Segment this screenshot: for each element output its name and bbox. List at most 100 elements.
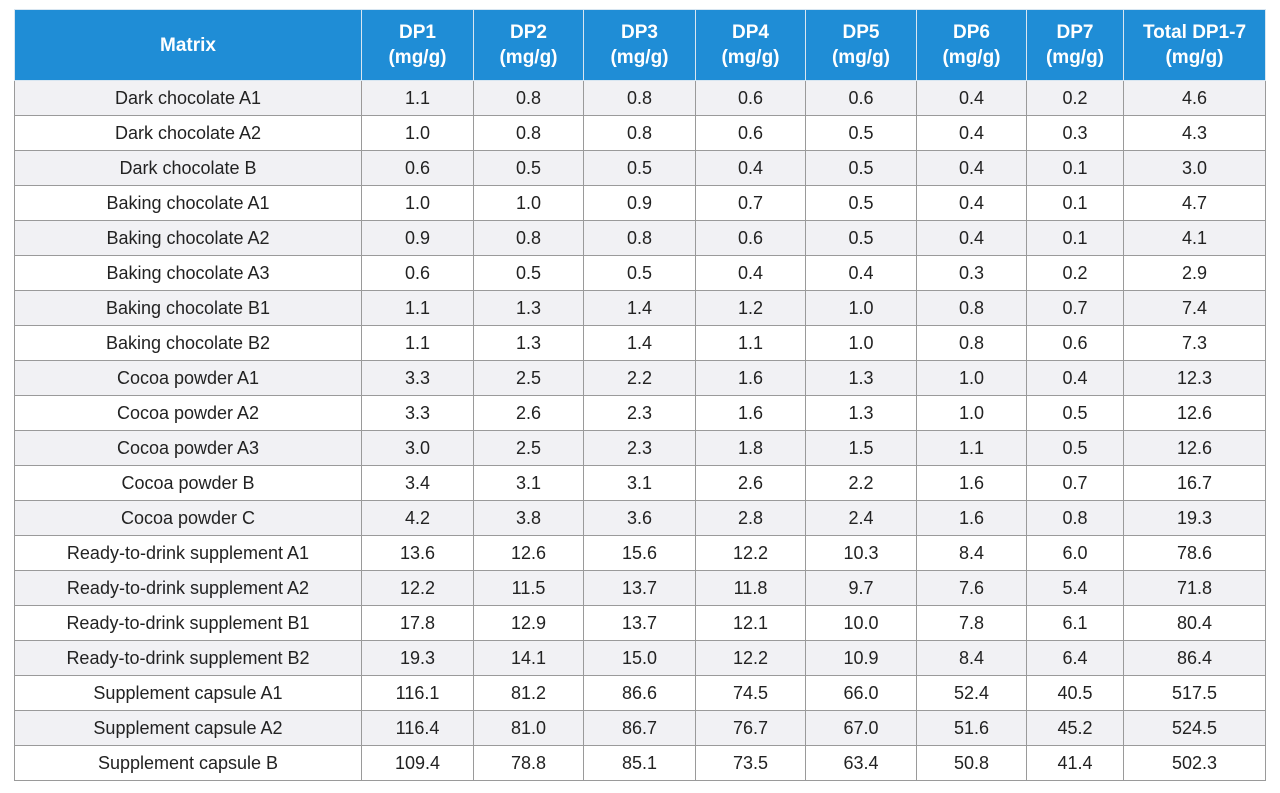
value-cell: 13.7 <box>583 570 696 606</box>
value-cell: 1.3 <box>473 290 584 326</box>
value-cell: 1.5 <box>805 430 917 466</box>
column-header-dp7: DP7 (mg/g) <box>1026 9 1124 81</box>
value-cell: 3.4 <box>361 465 474 501</box>
value-cell: 11.8 <box>695 570 806 606</box>
value-cell: 12.2 <box>695 535 806 571</box>
matrix-cell: Baking chocolate B2 <box>14 325 362 361</box>
value-cell: 73.5 <box>695 745 806 781</box>
table-row: Cocoa powder A3 3.0 2.5 2.3 1.8 1.5 1.1 0.5 12.6 <box>14 430 1266 466</box>
value-cell: 0.6 <box>695 220 806 256</box>
table-row: Baking chocolate A3 0.6 0.5 0.5 0.4 0.4 0.3 0.2… <box>14 255 1266 291</box>
matrix-cell: Supplement capsule A2 <box>14 710 362 746</box>
value-cell: 1.6 <box>695 360 806 396</box>
value-cell: 76.7 <box>695 710 806 746</box>
header-row: Matrix DP1 (mg/g) DP2 (mg/g) DP3 (mg/g) DP4 (mg/… <box>14 9 1266 81</box>
value-cell: 5.4 <box>1026 570 1124 606</box>
table-row: Ready-to-drink supplement A2 12.2 11.5 13.7… <box>14 570 1266 606</box>
value-cell: 2.6 <box>695 465 806 501</box>
value-cell: 0.5 <box>805 150 917 186</box>
table-row: Baking chocolate B1 1.1 1.3 1.4 1.2 1.0 0.8 0.7… <box>14 290 1266 326</box>
table-row: Ready-to-drink supplement B2 19.3 14.1 15.0… <box>14 640 1266 676</box>
value-cell: 0.5 <box>805 115 917 151</box>
value-cell: 6.0 <box>1026 535 1124 571</box>
value-cell: 1.8 <box>695 430 806 466</box>
value-cell: 0.5 <box>583 150 696 186</box>
value-cell: 4.7 <box>1123 185 1266 221</box>
value-cell: 0.5 <box>805 220 917 256</box>
value-cell: 12.6 <box>473 535 584 571</box>
value-cell: 10.9 <box>805 640 917 676</box>
value-cell: 2.4 <box>805 500 917 536</box>
value-cell: 524.5 <box>1123 710 1266 746</box>
value-cell: 0.5 <box>1026 430 1124 466</box>
value-cell: 1.4 <box>583 325 696 361</box>
value-cell: 2.9 <box>1123 255 1266 291</box>
data-table: Matrix DP1 (mg/g) DP2 (mg/g) DP3 (mg/g) DP4 (mg/… <box>14 9 1266 781</box>
value-cell: 51.6 <box>916 710 1027 746</box>
matrix-cell: Cocoa powder C <box>14 500 362 536</box>
value-cell: 3.0 <box>361 430 474 466</box>
column-header-line: Total DP1-7 <box>1142 22 1247 43</box>
value-cell: 14.1 <box>473 640 584 676</box>
matrix-cell: Baking chocolate A3 <box>14 255 362 291</box>
table-row: Cocoa powder C 4.2 3.8 3.6 2.8 2.4 1.6 0.8 19.3 <box>14 500 1266 536</box>
value-cell: 7.3 <box>1123 325 1266 361</box>
value-cell: 0.8 <box>916 325 1027 361</box>
value-cell: 1.0 <box>805 325 917 361</box>
value-cell: 17.8 <box>361 605 474 641</box>
column-header-line: DP1 <box>399 22 436 43</box>
value-cell: 0.4 <box>916 220 1027 256</box>
value-cell: 2.2 <box>805 465 917 501</box>
value-cell: 0.8 <box>583 220 696 256</box>
value-cell: 0.8 <box>473 80 584 116</box>
value-cell: 86.4 <box>1123 640 1266 676</box>
value-cell: 0.3 <box>1026 115 1124 151</box>
table-row: Cocoa powder A2 3.3 2.6 2.3 1.6 1.3 1.0 0.5 12.6 <box>14 395 1266 431</box>
table-row: Cocoa powder B 3.4 3.1 3.1 2.6 2.2 1.6 0.7 16.7 <box>14 465 1266 501</box>
value-cell: 10.0 <box>805 605 917 641</box>
value-cell: 0.5 <box>473 150 584 186</box>
value-cell: 2.3 <box>583 395 696 431</box>
matrix-cell: Cocoa powder A3 <box>14 430 362 466</box>
value-cell: 3.8 <box>473 500 584 536</box>
value-cell: 13.6 <box>361 535 474 571</box>
value-cell: 2.3 <box>583 430 696 466</box>
value-cell: 0.8 <box>583 80 696 116</box>
value-cell: 1.1 <box>916 430 1027 466</box>
matrix-cell: Supplement capsule A1 <box>14 675 362 711</box>
value-cell: 0.4 <box>916 115 1027 151</box>
matrix-cell: Cocoa powder A2 <box>14 395 362 431</box>
column-header-line: DP6 <box>953 22 990 43</box>
value-cell: 78.6 <box>1123 535 1266 571</box>
value-cell: 0.9 <box>583 185 696 221</box>
value-cell: 1.2 <box>695 290 806 326</box>
matrix-cell: Ready-to-drink supplement B2 <box>14 640 362 676</box>
column-header-dp4: DP4 (mg/g) <box>695 9 806 81</box>
value-cell: 1.0 <box>916 360 1027 396</box>
value-cell: 50.8 <box>916 745 1027 781</box>
column-header-line: (mg/g) <box>942 47 1001 68</box>
value-cell: 2.8 <box>695 500 806 536</box>
table-row: Baking chocolate B2 1.1 1.3 1.4 1.1 1.0 0.8 0.6… <box>14 325 1266 361</box>
value-cell: 3.3 <box>361 395 474 431</box>
value-cell: 1.3 <box>473 325 584 361</box>
column-header-matrix: Matrix <box>14 9 362 81</box>
value-cell: 0.6 <box>695 115 806 151</box>
value-cell: 6.1 <box>1026 605 1124 641</box>
value-cell: 0.6 <box>805 80 917 116</box>
value-cell: 12.3 <box>1123 360 1266 396</box>
value-cell: 85.1 <box>583 745 696 781</box>
value-cell: 81.0 <box>473 710 584 746</box>
value-cell: 0.8 <box>583 115 696 151</box>
value-cell: 0.8 <box>473 220 584 256</box>
column-header-line: (mg/g) <box>1165 47 1224 68</box>
value-cell: 10.3 <box>805 535 917 571</box>
value-cell: 71.8 <box>1123 570 1266 606</box>
value-cell: 0.6 <box>361 255 474 291</box>
value-cell: 0.4 <box>916 80 1027 116</box>
matrix-cell: Baking chocolate A1 <box>14 185 362 221</box>
value-cell: 116.4 <box>361 710 474 746</box>
value-cell: 517.5 <box>1123 675 1266 711</box>
value-cell: 1.6 <box>695 395 806 431</box>
matrix-cell: Cocoa powder B <box>14 465 362 501</box>
